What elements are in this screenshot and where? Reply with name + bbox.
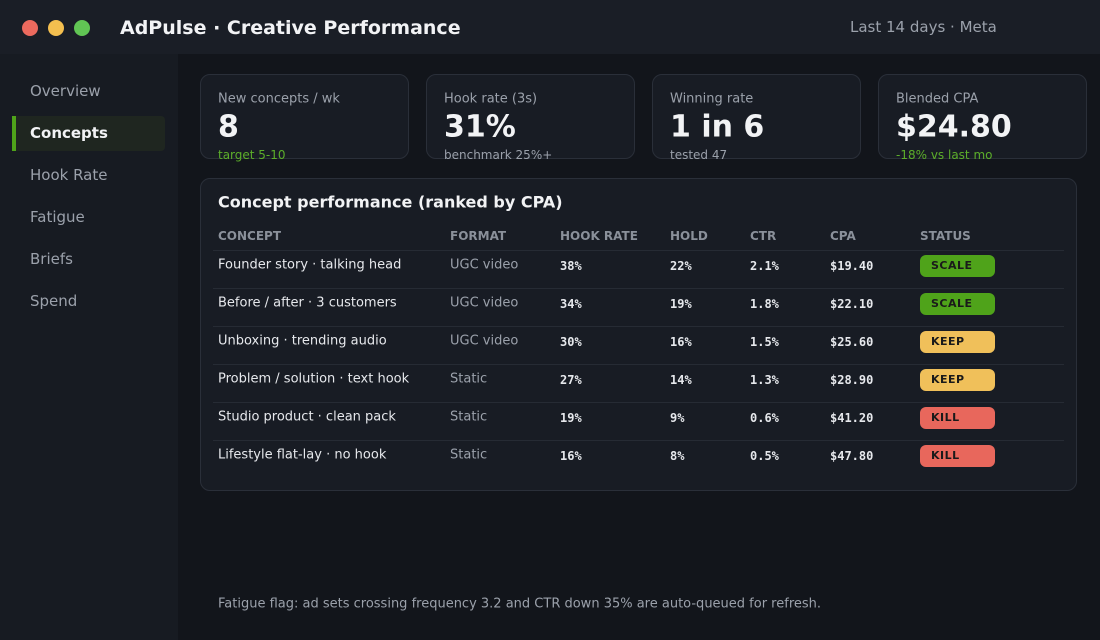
- nav-item[interactable]: Overview: [30, 82, 101, 100]
- status-pill: KEEP: [920, 331, 995, 353]
- kpi-value: 1 in 6: [670, 109, 765, 145]
- column-header: HOOK RATE: [560, 229, 638, 243]
- table-cell: $22.10: [830, 297, 874, 311]
- table-cell: 2.1%: [750, 259, 779, 273]
- table-cell: 0.5%: [750, 449, 779, 463]
- kpi-label: New concepts / wk: [218, 91, 340, 107]
- nav-item[interactable]: Concepts: [30, 124, 108, 142]
- status-pill: KILL: [920, 445, 995, 467]
- date-range[interactable]: Last 14 days · Meta: [850, 18, 997, 36]
- table-cell: $25.60: [830, 335, 874, 349]
- table-cell: Static: [450, 371, 488, 387]
- table-cell: 0.6%: [750, 411, 779, 425]
- table-cell: 1.8%: [750, 297, 779, 311]
- column-header: HOLD: [670, 229, 708, 243]
- table-cell: 34%: [560, 297, 582, 311]
- table-cell: 30%: [560, 335, 582, 349]
- table-cell: 8%: [670, 449, 685, 463]
- status-pill: KEEP: [920, 369, 995, 391]
- window-minimize[interactable]: [48, 20, 64, 36]
- status-pill: SCALE: [920, 293, 995, 315]
- table-cell: $47.80: [830, 449, 874, 463]
- table-cell: $41.20: [830, 411, 874, 425]
- column-header: CTR: [750, 229, 777, 243]
- nav-item[interactable]: Hook Rate: [30, 166, 108, 184]
- sidebar: [0, 54, 178, 640]
- kpi-label: Winning rate: [670, 91, 754, 107]
- column-header: CPA: [830, 229, 856, 243]
- table-cell: Static: [450, 447, 488, 463]
- table-cell: UGC video: [450, 295, 519, 311]
- table-cell: 38%: [560, 259, 582, 273]
- row-divider: [213, 288, 1064, 289]
- nav-active-bar: [12, 116, 16, 151]
- row-divider: [213, 326, 1064, 327]
- table-cell: Static: [450, 409, 488, 425]
- table-cell: Founder story · talking head: [218, 257, 402, 273]
- table-cell: 16%: [670, 335, 692, 349]
- kpi-card: New concepts / wk 8 target 5-10: [200, 74, 409, 162]
- table-cell: $28.90: [830, 373, 874, 387]
- table-card: Concept performance (ranked by CPA) CONCE…: [200, 178, 1077, 491]
- table-cell: 19%: [560, 411, 582, 425]
- nav-active-bg: [12, 116, 165, 151]
- kpi-label: Hook rate (3s): [444, 91, 538, 107]
- table-cell: 9%: [670, 411, 685, 425]
- status-pill: KILL: [920, 407, 995, 429]
- table-cell: 27%: [560, 373, 582, 387]
- table-title: Concept performance (ranked by CPA): [218, 192, 563, 212]
- row-divider: [213, 402, 1064, 403]
- kpi-note: tested 47: [670, 148, 728, 162]
- table-cell: 14%: [670, 373, 692, 387]
- kpi-value: $24.80: [896, 109, 1012, 145]
- row-divider: [213, 364, 1064, 365]
- kpi-value: 31%: [444, 109, 516, 145]
- row-divider: [213, 440, 1064, 441]
- table-cell: Studio product · clean pack: [218, 409, 396, 425]
- table-cell: Problem / solution · text hook: [218, 371, 410, 387]
- table-cell: 1.5%: [750, 335, 779, 349]
- row-divider: [213, 250, 1064, 251]
- column-header: STATUS: [920, 229, 971, 243]
- kpi-value: 8: [218, 109, 239, 145]
- table-cell: Unboxing · trending audio: [218, 333, 387, 349]
- app-title: AdPulse · Creative Performance: [120, 17, 461, 39]
- status-pill: SCALE: [920, 255, 995, 277]
- table-cell: Before / after · 3 customers: [218, 295, 397, 311]
- nav-item[interactable]: Fatigue: [30, 208, 85, 226]
- table-cell: UGC video: [450, 333, 519, 349]
- nav-item[interactable]: Briefs: [30, 250, 73, 268]
- top-bar: [0, 0, 1100, 54]
- table-cell: UGC video: [450, 257, 519, 273]
- kpi-card: Winning rate 1 in 6 tested 47: [652, 74, 861, 162]
- column-header: CONCEPT: [218, 229, 282, 243]
- kpi-label: Blended CPA: [896, 91, 979, 107]
- footer-note: Fatigue flag: ad sets crossing frequency…: [218, 596, 822, 612]
- kpi-note: -18% vs last mo: [896, 148, 993, 162]
- table-cell: 16%: [560, 449, 582, 463]
- nav-item[interactable]: Spend: [30, 292, 78, 310]
- kpi-note: benchmark 25%+: [444, 148, 553, 162]
- table-cell: 19%: [670, 297, 692, 311]
- column-header: FORMAT: [450, 229, 507, 243]
- kpi-note: target 5-10: [218, 148, 286, 162]
- window-close[interactable]: [22, 20, 38, 36]
- window-maximize[interactable]: [74, 20, 90, 36]
- table-cell: $19.40: [830, 259, 874, 273]
- table-cell: Lifestyle flat-lay · no hook: [218, 447, 387, 463]
- kpi-card: Hook rate (3s) 31% benchmark 25%+: [426, 74, 635, 162]
- table-cell: 1.3%: [750, 373, 779, 387]
- kpi-card: Blended CPA $24.80 -18% vs last mo: [878, 74, 1087, 162]
- table-cell: 22%: [670, 259, 692, 273]
